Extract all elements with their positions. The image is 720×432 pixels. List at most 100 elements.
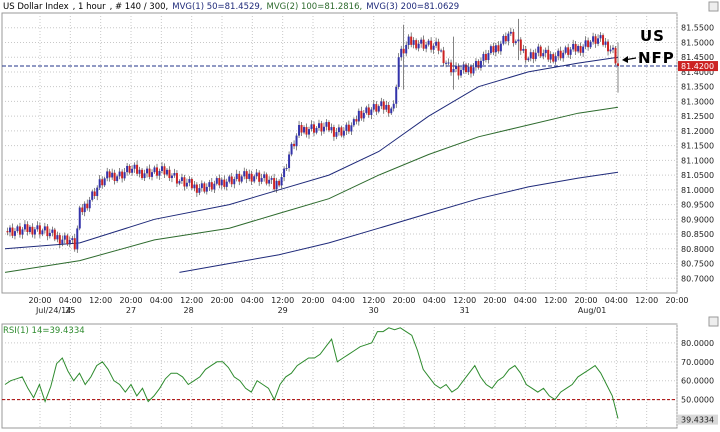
candle-body	[422, 39, 425, 49]
candle-body	[387, 104, 390, 114]
candle-body	[557, 50, 560, 57]
candle-body	[86, 203, 89, 209]
candle-body	[599, 35, 602, 39]
candle-body	[13, 231, 16, 236]
y-tick-label: 81.4000	[681, 68, 714, 77]
x-tick-label: 04:00	[150, 296, 173, 305]
candle-body	[38, 225, 41, 235]
candle-body	[355, 119, 358, 122]
candle-body	[81, 207, 84, 213]
y-tick-label: 81.0500	[681, 171, 714, 180]
candle-body	[415, 40, 418, 49]
y-tick-label: 81.5500	[681, 24, 714, 33]
candle-body	[78, 207, 81, 229]
candle-body	[464, 64, 467, 73]
candle-body	[46, 226, 49, 237]
candle-body	[165, 169, 168, 175]
candle-body	[305, 127, 308, 135]
candle-body	[402, 48, 405, 54]
candle-body	[136, 164, 139, 174]
candle-body	[312, 124, 315, 133]
current-price-box	[678, 61, 718, 72]
rsi-panel	[1, 323, 678, 429]
candle-body	[290, 143, 293, 155]
candle-body	[559, 50, 562, 59]
candle-body	[435, 41, 438, 46]
rsi-current-label: 39.4334	[681, 416, 714, 425]
candle-body	[163, 166, 166, 175]
rsi-current-box	[678, 414, 718, 425]
candle-body	[190, 179, 193, 189]
candle-body	[258, 172, 261, 182]
candle-body	[128, 165, 131, 173]
y-tick-label: 80.9500	[681, 201, 714, 210]
candle-body	[417, 43, 420, 49]
x-tick-label: 20:00	[210, 296, 233, 305]
candle-body	[447, 62, 450, 64]
x-tick-label: 20:00	[392, 296, 415, 305]
candle-body	[544, 49, 547, 54]
candle-body	[425, 44, 428, 49]
candle-body	[397, 57, 400, 87]
candle-body	[178, 181, 181, 184]
price-panel	[1, 12, 678, 294]
candle-body	[113, 172, 116, 181]
candle-body	[248, 173, 251, 179]
candle-body	[362, 112, 365, 119]
candle-body	[484, 53, 487, 61]
candle-body	[569, 49, 572, 55]
candle-body	[148, 168, 151, 177]
candle-body	[517, 39, 520, 42]
mvg3-label: MVG(3) 200=81.0629	[366, 2, 460, 12]
candle-body	[118, 171, 121, 177]
y-tick-label: 81.2000	[681, 127, 714, 136]
candle-body	[405, 44, 408, 54]
candle-body	[83, 203, 86, 213]
candle-body	[487, 53, 490, 61]
candle-body	[101, 179, 104, 186]
candle-body	[320, 123, 323, 132]
y-tick-label: 81.3000	[681, 97, 714, 106]
candle-body	[183, 177, 186, 187]
candle-body	[116, 176, 119, 181]
candle-body	[589, 41, 592, 48]
candle-body	[469, 66, 472, 74]
candle-body	[467, 66, 470, 73]
candle-body	[225, 181, 228, 187]
candle-body	[205, 186, 208, 192]
candle-body	[532, 52, 535, 59]
candle-body	[499, 43, 502, 52]
candle-body	[479, 60, 482, 68]
mvg1-label: MVG(1) 50=81.4529,	[172, 2, 263, 12]
candle-body	[108, 171, 111, 178]
x-tick-label: 20:00	[301, 296, 324, 305]
candle-body	[347, 124, 350, 132]
candle-body	[412, 40, 415, 45]
candle-body	[288, 154, 291, 169]
candle-body	[278, 180, 281, 186]
x-tick-label: 20:00	[28, 296, 51, 305]
candle-body	[375, 104, 378, 112]
candle-body	[357, 110, 360, 122]
candle-body	[457, 65, 460, 76]
current-price-label: 81.4200	[681, 62, 714, 71]
candle-body	[514, 41, 517, 44]
candle-body	[26, 224, 29, 232]
candle-body	[180, 177, 183, 181]
candle-body	[18, 226, 21, 235]
candle-body	[103, 178, 106, 186]
y-tick-label: 80.9000	[681, 215, 714, 224]
candle-body	[293, 143, 296, 147]
candle-body	[462, 64, 465, 71]
candle-body	[250, 173, 253, 182]
x-tick-label: 12:00	[635, 296, 658, 305]
candle-body	[11, 227, 14, 236]
candle-body	[360, 110, 363, 119]
candle-body	[395, 86, 398, 104]
candle-body	[564, 47, 567, 53]
y-tick-label: 80.7000	[681, 274, 714, 283]
x-tick-label: 20:00	[119, 296, 142, 305]
candle-body	[365, 107, 368, 113]
